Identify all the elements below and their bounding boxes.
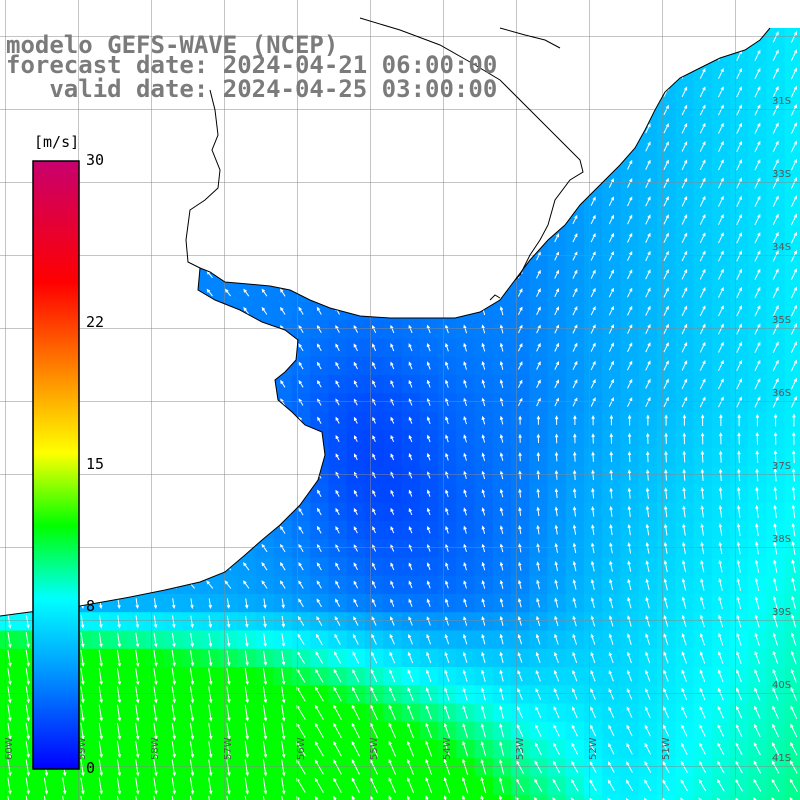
longitude-label: 60W — [4, 737, 15, 760]
colorbar — [32, 160, 80, 770]
longitude-label: 59W — [77, 737, 88, 760]
longitude-label: 54W — [442, 737, 453, 760]
forecast-date: forecast date: 2024-04-21 06:00:00 — [6, 51, 498, 79]
latitude-label: 36S — [772, 388, 791, 399]
latitude-label: 38S — [772, 534, 791, 545]
colorbar-tick-label: 30 — [86, 151, 105, 169]
longitude-label: 51W — [661, 737, 672, 760]
latitude-label: 37S — [772, 461, 791, 472]
latitude-label: 34S — [772, 242, 791, 253]
colorbar-tick-label: 0 — [86, 759, 96, 777]
longitude-label: 53W — [515, 737, 526, 760]
longitude-label: 57W — [223, 737, 234, 760]
latitude-label: 40S — [772, 680, 791, 691]
longitude-label: 56W — [296, 737, 307, 760]
colorbar-tick-label: 15 — [86, 455, 105, 473]
colorbar-tick-label: 8 — [86, 596, 96, 615]
longitude-label: 52W — [588, 737, 599, 760]
latitude-label: 31S — [772, 96, 791, 107]
latitude-label: 33S — [772, 169, 791, 180]
colorbar-tick-label: 22 — [86, 313, 105, 332]
latitude-label: 41S — [772, 753, 791, 764]
valid-date: valid date: 2024-04-25 03:00:00 — [6, 75, 498, 103]
model-title: modelo GEFS-WAVE (NCEP) — [6, 31, 339, 59]
coastline — [0, 17, 771, 617]
colorbar-unit: [m/s] — [34, 133, 80, 151]
longitude-label: 55W — [369, 737, 380, 760]
longitude-label: 58W — [150, 737, 161, 760]
latitude-label: 39S — [772, 607, 791, 618]
latitude-label: 35S — [772, 315, 791, 326]
